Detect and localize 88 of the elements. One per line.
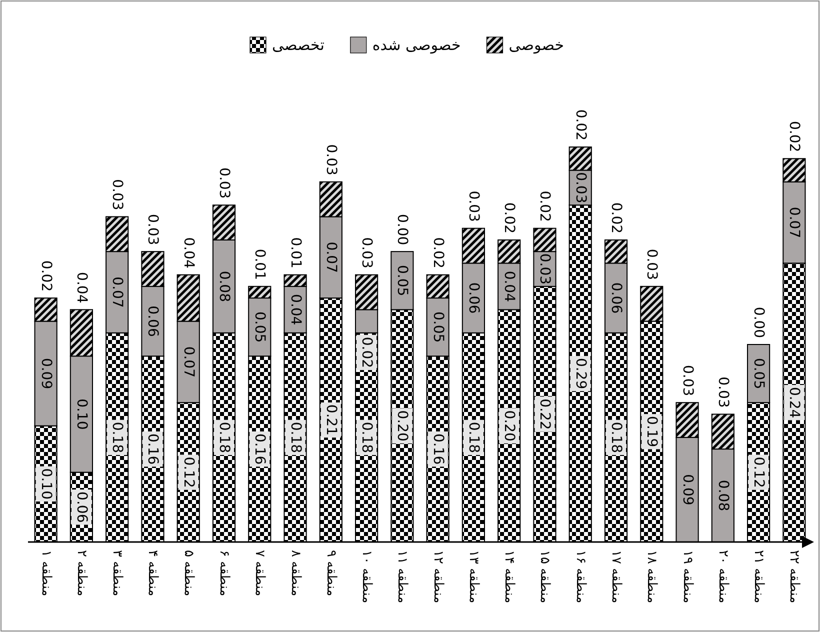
- data-label: 0.20: [394, 410, 410, 442]
- data-label: 0.18: [358, 422, 375, 454]
- data-label: 0.00: [394, 214, 410, 246]
- data-label: 0.03: [358, 237, 375, 268]
- data-label: 0.09: [38, 358, 54, 390]
- data-label: 0.00: [750, 306, 767, 338]
- data-label: 0.02: [786, 121, 802, 152]
- data-label: 0.01: [287, 237, 304, 268]
- x-tick-label: منطقه ۱۸: [644, 550, 660, 604]
- data-label: 0.02: [572, 109, 588, 141]
- data-label: 0.08: [216, 270, 232, 302]
- legend-label: خصوصی: [508, 36, 564, 54]
- data-label: 0.18: [287, 422, 304, 454]
- x-tick-label: منطقه ۱۵: [537, 550, 552, 604]
- data-label: 0.01: [252, 248, 268, 280]
- data-label: 0.05: [252, 311, 268, 343]
- data-label: 0.12: [750, 456, 767, 488]
- data-label: 0.16: [144, 433, 161, 465]
- data-label: 0.03: [144, 214, 161, 246]
- data-label: 0.18: [465, 422, 482, 454]
- x-tick-label: منطقه ۱۲: [430, 550, 446, 604]
- data-label: 0.18: [109, 422, 126, 454]
- data-label: 0.10: [38, 468, 54, 500]
- data-label: 0.03: [644, 248, 660, 280]
- data-label: 0.10: [73, 398, 90, 430]
- x-tick-label: منطقه ۱۰: [359, 550, 374, 604]
- data-label: 0.29: [572, 358, 588, 390]
- data-label: 0.04: [501, 270, 518, 302]
- data-label: 0.06: [608, 282, 624, 314]
- data-label: 0.04: [287, 294, 304, 326]
- data-label: 0.02: [501, 202, 518, 234]
- x-tick-label: منطقه ۳: [110, 550, 125, 596]
- x-tick-label: منطقه ۷: [252, 550, 268, 596]
- x-tick-label: منطقه ۱۹: [680, 550, 695, 604]
- data-label: 0.02: [430, 237, 446, 268]
- data-label: 0.03: [216, 168, 232, 199]
- data-label: 0.07: [322, 242, 339, 273]
- x-tick-label: منطقه ۱۱: [394, 550, 410, 604]
- data-label: 0.18: [608, 422, 624, 454]
- data-label: 0.02: [608, 202, 624, 234]
- data-label: 0.22: [536, 398, 553, 430]
- data-label: 0.07: [109, 276, 126, 308]
- data-label: 0.04: [73, 272, 90, 304]
- x-tick-label: منطقه ۸: [288, 550, 303, 596]
- data-label: 0.09: [679, 474, 696, 506]
- x-tick-label: منطقه ۲۱: [751, 550, 766, 604]
- data-label: 0.03: [536, 253, 553, 285]
- data-label: 0.03: [109, 179, 126, 210]
- data-label: 0.16: [430, 433, 446, 465]
- data-label: 0.07: [180, 346, 196, 378]
- data-label: 0.05: [430, 311, 446, 343]
- x-tick-label: منطقه ۹: [323, 550, 338, 596]
- data-label: 0.19: [644, 416, 660, 448]
- data-label: 0.21: [322, 404, 339, 436]
- data-label: 0.07: [786, 206, 802, 238]
- x-tick-label: منطقه ۱: [38, 550, 54, 596]
- legend-label: تخصصی: [272, 36, 324, 54]
- x-tick-label: منطقه ۲: [74, 550, 89, 596]
- data-label: 0.05: [394, 265, 410, 296]
- x-tick-label: منطقه ۲۰: [715, 550, 730, 604]
- data-label: 0.03: [322, 144, 339, 176]
- data-label: 0.20: [501, 410, 518, 442]
- x-tick-label: منطقه ۱۴: [502, 550, 517, 604]
- data-label: 0.02: [358, 336, 375, 368]
- data-label: 0.03: [679, 365, 696, 396]
- data-label: 0.08: [714, 480, 731, 512]
- x-tick-label: منطقه ۱۷: [608, 550, 624, 604]
- x-tick-label: منطقه ۵: [180, 550, 196, 596]
- data-label: 0.02: [38, 260, 54, 292]
- data-label: 0.03: [572, 172, 588, 204]
- data-label: 0.03: [714, 376, 731, 408]
- legend-label: خصوصی شده: [372, 36, 461, 54]
- data-label: 0.06: [73, 492, 90, 523]
- data-label: 0.05: [750, 358, 767, 390]
- data-label: 0.18: [216, 422, 232, 454]
- x-tick-label: منطقه ۱۳: [466, 550, 481, 604]
- data-label: 0.06: [144, 306, 161, 337]
- x-tick-label: منطقه ۶: [216, 550, 232, 596]
- x-tick-label: منطقه ۱۶: [572, 550, 588, 604]
- data-label: 0.12: [180, 456, 196, 488]
- x-tick-label: منطقه ۲۲: [786, 550, 802, 604]
- data-label: 0.03: [465, 190, 482, 222]
- data-label: 0.16: [252, 433, 268, 465]
- x-tick-label: منطقه ۴: [145, 550, 160, 596]
- data-label: 0.06: [465, 282, 482, 314]
- data-label: 0.02: [536, 190, 553, 222]
- data-label: 0.24: [786, 387, 802, 418]
- data-label: 0.04: [180, 237, 196, 268]
